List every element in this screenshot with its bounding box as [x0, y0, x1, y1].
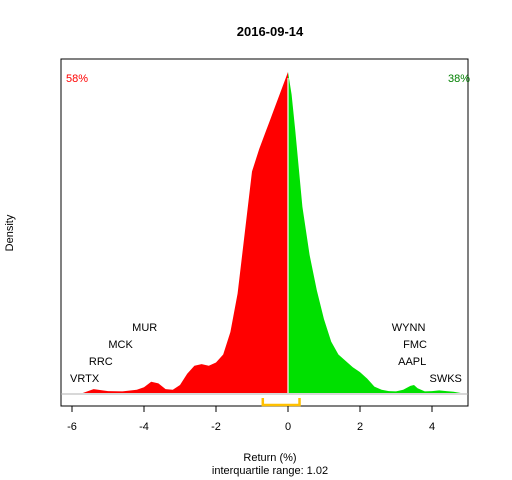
y-axis-label: Density [4, 214, 16, 251]
ticker-label-fmc: FMC [403, 339, 427, 351]
iqr-caption: interquartile range: 1.02 [212, 465, 328, 477]
x-tick-label: 2 [357, 421, 363, 433]
ticker-label-wynn: WYNN [392, 322, 426, 334]
ticker-label-vrtx: VRTX [70, 373, 100, 385]
ticker-label-mur: MUR [132, 322, 157, 334]
x-axis-label: Return (%) [243, 452, 296, 464]
x-tick-label: 0 [285, 421, 291, 433]
positive-return-area [288, 72, 461, 393]
chart-title: 2016-09-14 [237, 24, 304, 39]
density-areas [82, 72, 461, 393]
x-axis: -6 -4 -2 0 2 4 [67, 406, 435, 433]
ticker-label-mck: MCK [108, 339, 133, 351]
iqr-bracket [261, 398, 301, 407]
x-tick-label: -2 [211, 421, 221, 433]
negative-return-area [82, 72, 288, 393]
x-tick-label: 4 [429, 421, 435, 433]
ticker-label-rrc: RRC [89, 356, 113, 368]
positive-share-label: 38% [448, 73, 470, 85]
ticker-label-swks: SWKS [429, 373, 461, 385]
negative-share-label: 58% [66, 73, 88, 85]
ticker-label-aapl: AAPL [398, 356, 426, 368]
x-tick-label: -6 [67, 421, 77, 433]
x-tick-label: -4 [139, 421, 149, 433]
